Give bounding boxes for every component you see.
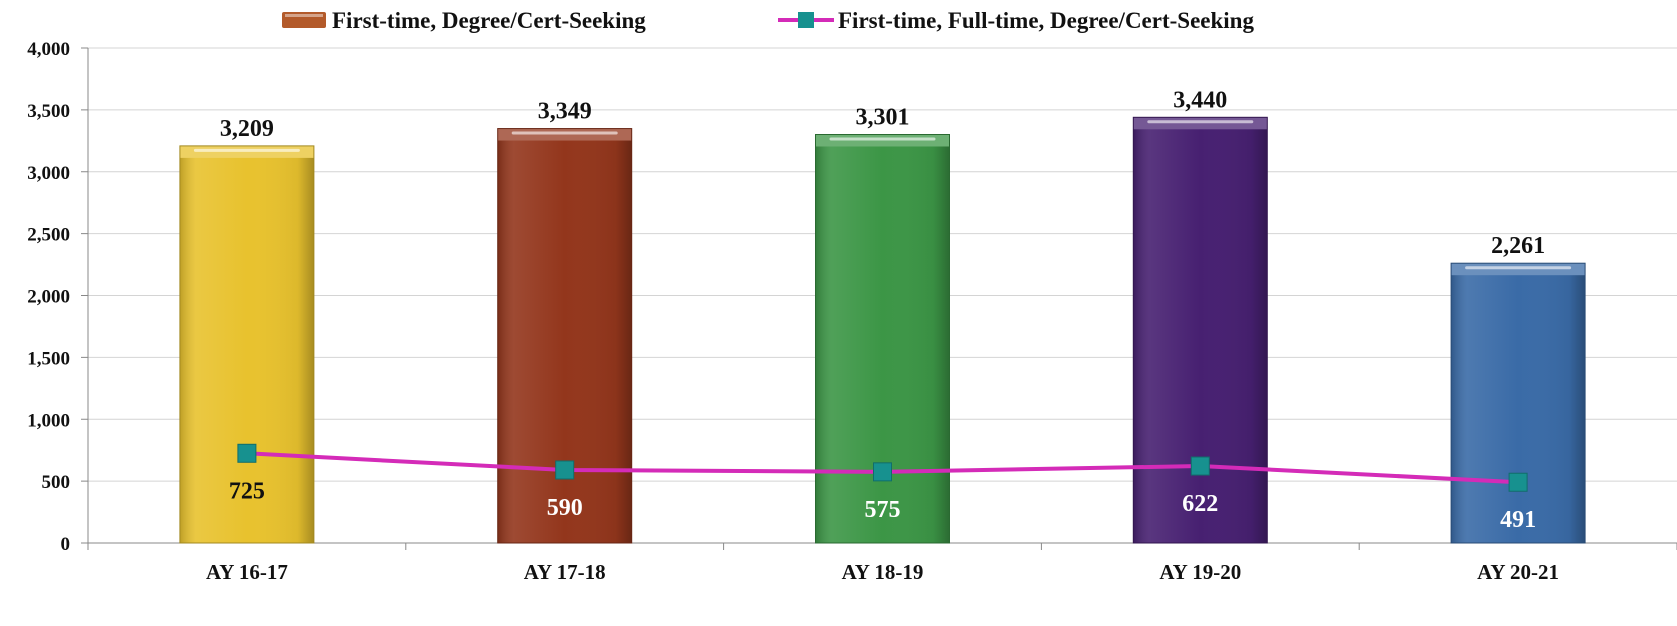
line-data-label: 590 <box>547 495 583 521</box>
x-tick-label: AY 17-18 <box>524 560 606 584</box>
y-tick-label: 0 <box>61 534 71 555</box>
line-data-label: 725 <box>229 478 265 504</box>
line-point-marker <box>237 443 257 463</box>
y-tick-label: 2,500 <box>27 225 70 246</box>
bar <box>179 145 315 544</box>
legend-item-bar-series: First-time, Degree/Cert-Seeking <box>282 8 646 33</box>
bar-data-label: 3,301 <box>856 105 910 131</box>
x-tick-label: AY 18-19 <box>842 560 924 584</box>
bar-outline <box>179 145 315 544</box>
bar <box>497 128 633 544</box>
bar-outline <box>1450 262 1586 544</box>
line-data-label: 575 <box>865 497 901 523</box>
legend-label-line-series: First-time, Full-time, Degree/Cert-Seeki… <box>838 8 1254 33</box>
legend-bar-swatch <box>282 12 326 28</box>
bar-bevel <box>1451 263 1586 543</box>
bar-top-shine <box>511 131 618 135</box>
legend-label-bar-series: First-time, Degree/Cert-Seeking <box>332 8 646 33</box>
y-tick-label: 4,000 <box>27 39 70 60</box>
y-tick-label: 1,000 <box>27 410 70 431</box>
bar-data-label: 3,349 <box>538 99 592 125</box>
line-data-label: 491 <box>1500 507 1536 533</box>
bar-data-label: 3,440 <box>1173 87 1227 113</box>
bar <box>1450 262 1586 544</box>
bar-outline <box>497 128 633 544</box>
x-tick-label: AY 20-21 <box>1477 560 1559 584</box>
x-tick-label: AY 19-20 <box>1159 560 1241 584</box>
bar-outline <box>815 134 950 544</box>
y-tick-label: 3,000 <box>27 163 70 184</box>
line-point-marker <box>1190 456 1210 476</box>
bar <box>1132 116 1268 544</box>
line-point-marker <box>1508 472 1528 492</box>
legend-item-line-series: First-time, Full-time, Degree/Cert-Seeki… <box>778 8 1254 33</box>
y-tick-label: 3,500 <box>27 101 70 122</box>
bar <box>815 134 950 544</box>
bar-top-shine <box>829 137 936 141</box>
bar-outline <box>1132 116 1268 544</box>
axes: 0 500 1,000 1,500 2,000 2,500 3,000 3,500 4,000 A… <box>27 39 1677 584</box>
data-labels: 3,209 3,349 3,301 3,440 2,261 725 590 575 622 491 <box>220 87 1545 533</box>
y-tick-label: 500 <box>42 472 71 493</box>
bar-bevel <box>1133 117 1268 544</box>
bar-data-label: 3,209 <box>220 116 274 142</box>
line-series <box>237 443 1528 492</box>
legend-line-marker <box>798 12 814 28</box>
bar-bevel <box>179 145 314 544</box>
bar-bevel <box>815 134 950 543</box>
x-tick-label: AY 16-17 <box>206 560 288 584</box>
bar-top-shine <box>193 148 300 152</box>
line-data-label: 622 <box>1182 491 1218 517</box>
legend: First-time, Degree/Cert-Seeking First-ti… <box>282 8 1254 33</box>
line-point-marker <box>555 460 575 480</box>
bar-top-shine <box>1147 120 1254 124</box>
y-tick-label: 1,500 <box>27 348 70 369</box>
bar-data-label: 2,261 <box>1491 233 1545 259</box>
bar-bevel <box>497 128 632 543</box>
bar-top-shine <box>1465 266 1572 270</box>
y-tick-label: 2,000 <box>27 287 70 308</box>
legend-bar-swatch-shine <box>285 14 323 17</box>
line-point-marker <box>873 462 892 482</box>
